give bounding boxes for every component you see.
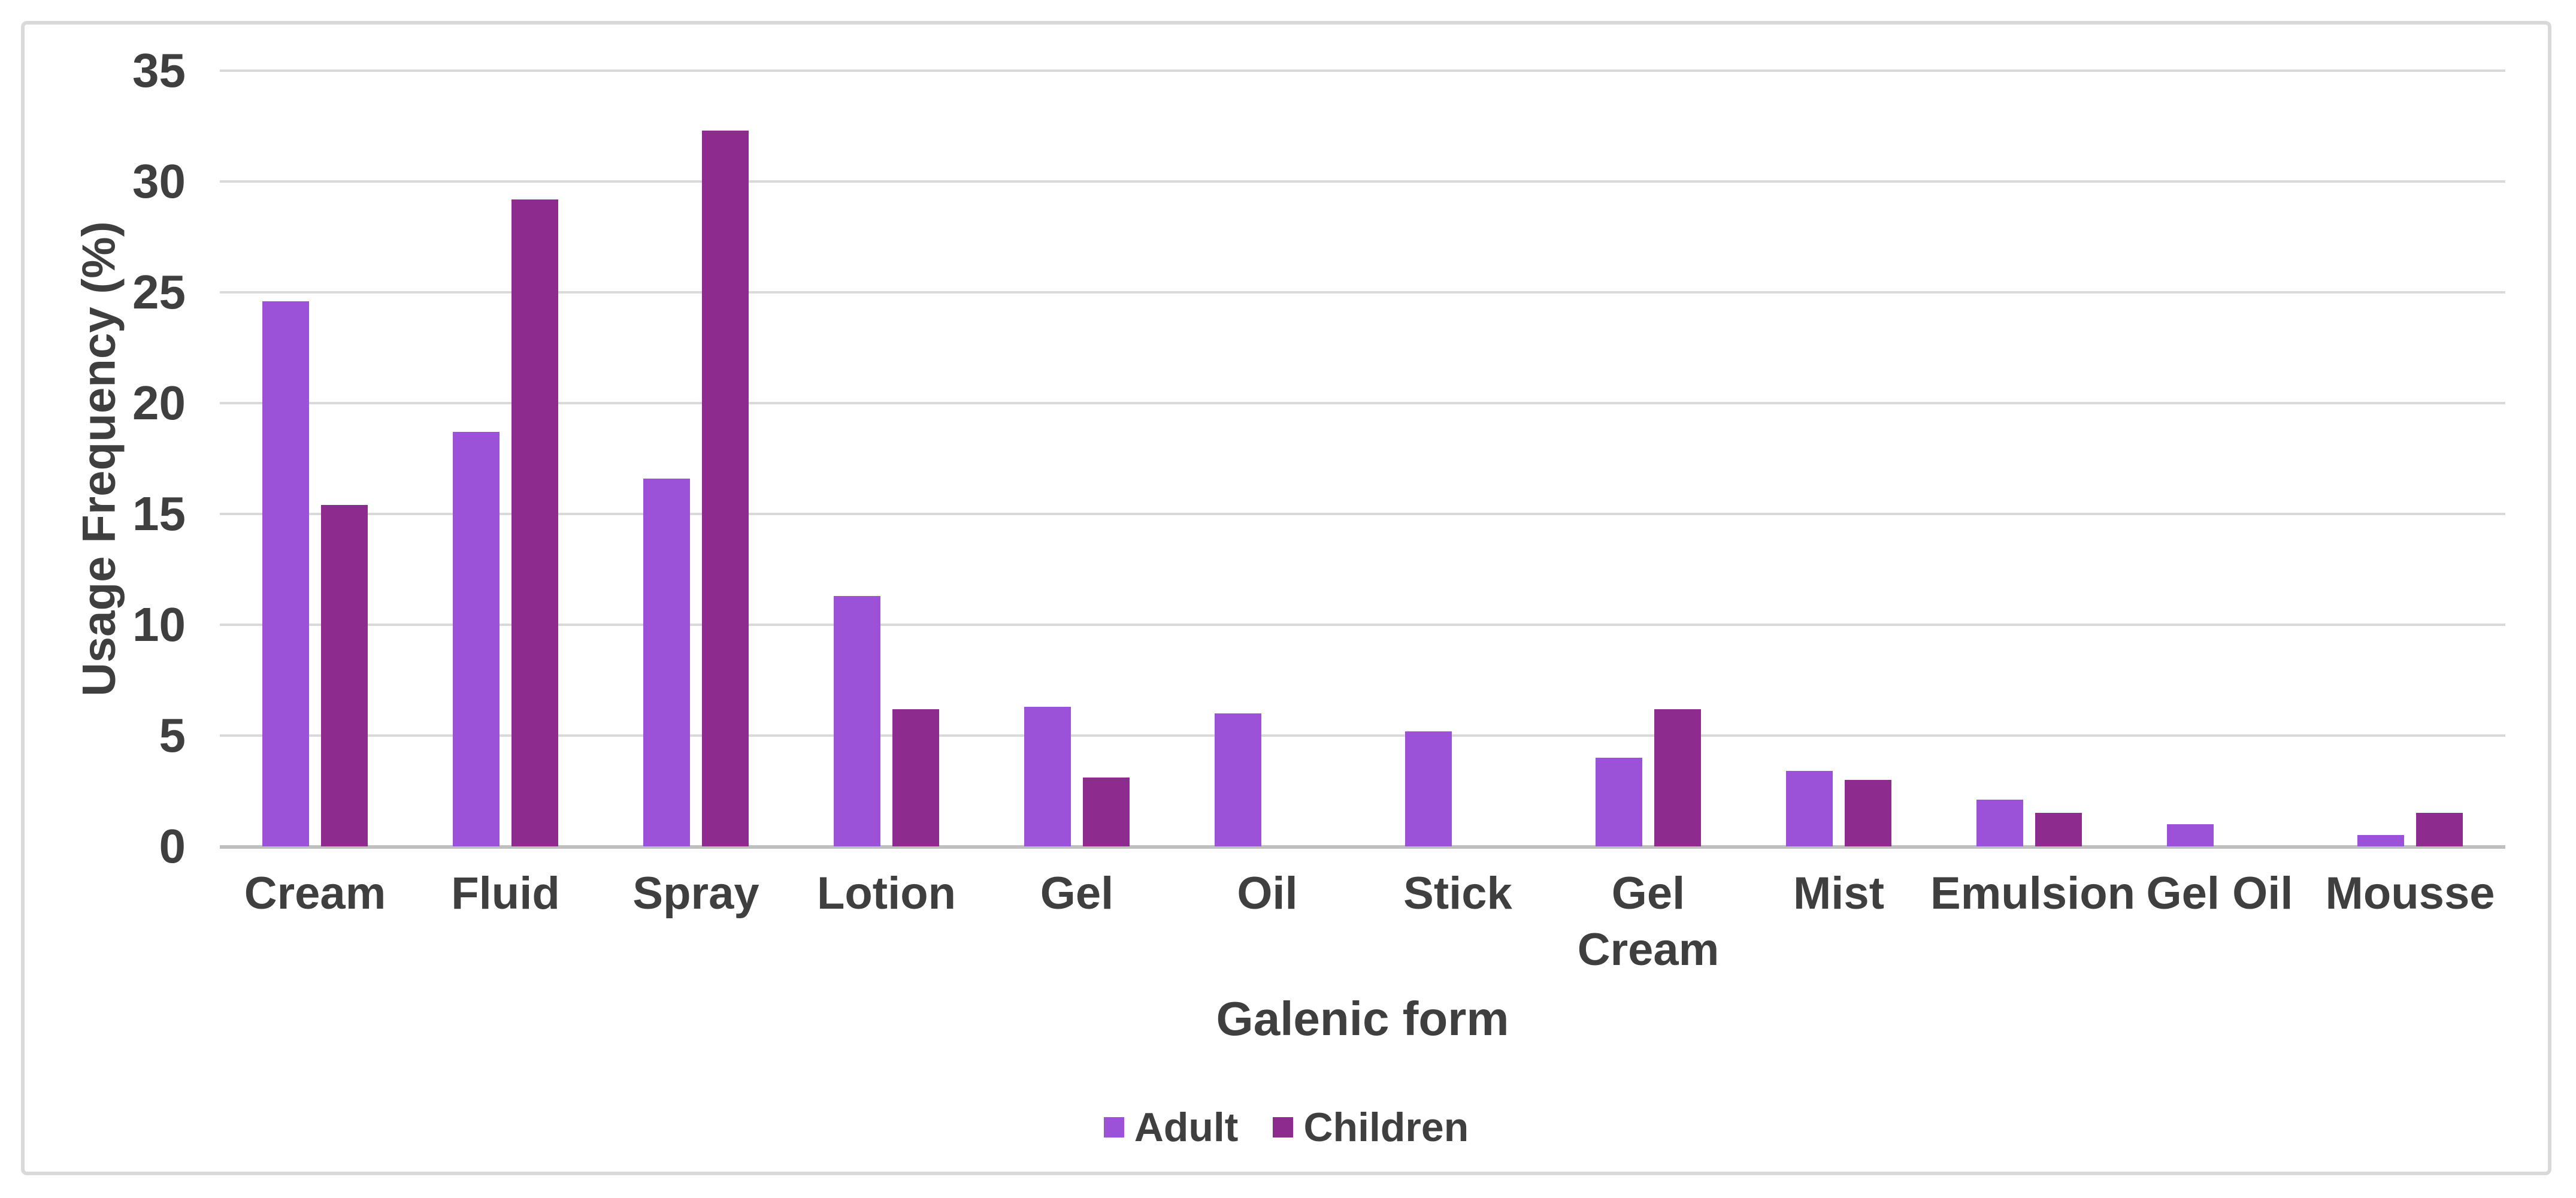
bar-adult-fluid [453, 432, 500, 846]
bar-adult-emulsion [1976, 800, 2023, 846]
bar-children-spray [702, 131, 749, 846]
legend-entry-children: Children [1273, 1107, 1469, 1148]
y-tick-label-25: 25 [132, 265, 186, 319]
y-tick-label-20: 20 [132, 376, 186, 429]
gridline-35 [220, 69, 2505, 72]
legend-swatch-adult [1103, 1117, 1124, 1138]
chart-legend: Adult Children [21, 1097, 2551, 1157]
bar-adult-cream [262, 301, 309, 846]
bar-adult-gel-oil [2167, 824, 2214, 846]
y-axis-title: Usage Frequency (%) [72, 221, 125, 697]
x-category-label-mousse: Mousse [2325, 868, 2495, 919]
legend-label-adult: Adult [1134, 1105, 1239, 1150]
x-category-label-mist: Mist [1793, 868, 1884, 919]
gridline-10 [220, 624, 2505, 626]
gridline-30 [220, 180, 2505, 183]
bar-adult-stick [1405, 731, 1452, 846]
bar-adult-gel-cream [1596, 758, 1642, 846]
x-category-label-gel: Gel [1040, 868, 1114, 919]
gridline-5 [220, 734, 2505, 737]
bar-children-lotion [892, 709, 939, 846]
bar-adult-oil [1215, 713, 1261, 846]
bar-children-mist [1845, 780, 1891, 846]
y-tick-label-0: 0 [159, 819, 186, 873]
x-category-label-gel-cream: Gel Cream [1577, 868, 1720, 975]
x-category-label-oil: Oil [1237, 868, 1298, 919]
bar-adult-spray [643, 479, 690, 846]
bar-children-cream [321, 505, 368, 846]
x-axis-line [220, 845, 2505, 849]
x-category-label-lotion: Lotion [816, 868, 956, 919]
legend-label-children: Children [1303, 1105, 1469, 1150]
y-tick-label-35: 35 [132, 44, 186, 97]
x-category-label-fluid: Fluid [451, 868, 560, 919]
x-category-label-cream: Cream [244, 868, 386, 919]
legend-swatch-children [1273, 1117, 1294, 1138]
x-category-label-emulsion: Emulsion [1930, 868, 2136, 919]
gridline-25 [220, 291, 2505, 294]
x-category-label-spray: Spray [632, 868, 759, 919]
y-tick-label-30: 30 [132, 155, 186, 208]
bar-children-gel [1083, 778, 1130, 846]
x-category-label-gel-oil: Gel Oil [2146, 868, 2293, 919]
legend-entry-adult: Adult [1103, 1105, 1239, 1150]
x-category-label-stick: Stick [1403, 868, 1512, 919]
gridline-15 [220, 513, 2505, 515]
gridline-20 [220, 402, 2505, 404]
bar-adult-mousse [2357, 835, 2404, 846]
y-tick-label-15: 15 [132, 487, 186, 540]
chart-figure-border [21, 21, 2551, 1175]
bar-adult-lotion [834, 596, 880, 846]
bar-children-mousse [2416, 813, 2463, 846]
bar-adult-mist [1786, 771, 1833, 846]
bar-children-fluid [511, 199, 558, 846]
bar-children-gel-cream [1654, 709, 1701, 846]
y-tick-label-5: 5 [159, 709, 186, 762]
bar-children-emulsion [2035, 813, 2082, 846]
bar-adult-gel [1024, 707, 1071, 846]
x-axis-title: Galenic form [1216, 992, 1509, 1045]
y-tick-label-10: 10 [132, 598, 186, 651]
